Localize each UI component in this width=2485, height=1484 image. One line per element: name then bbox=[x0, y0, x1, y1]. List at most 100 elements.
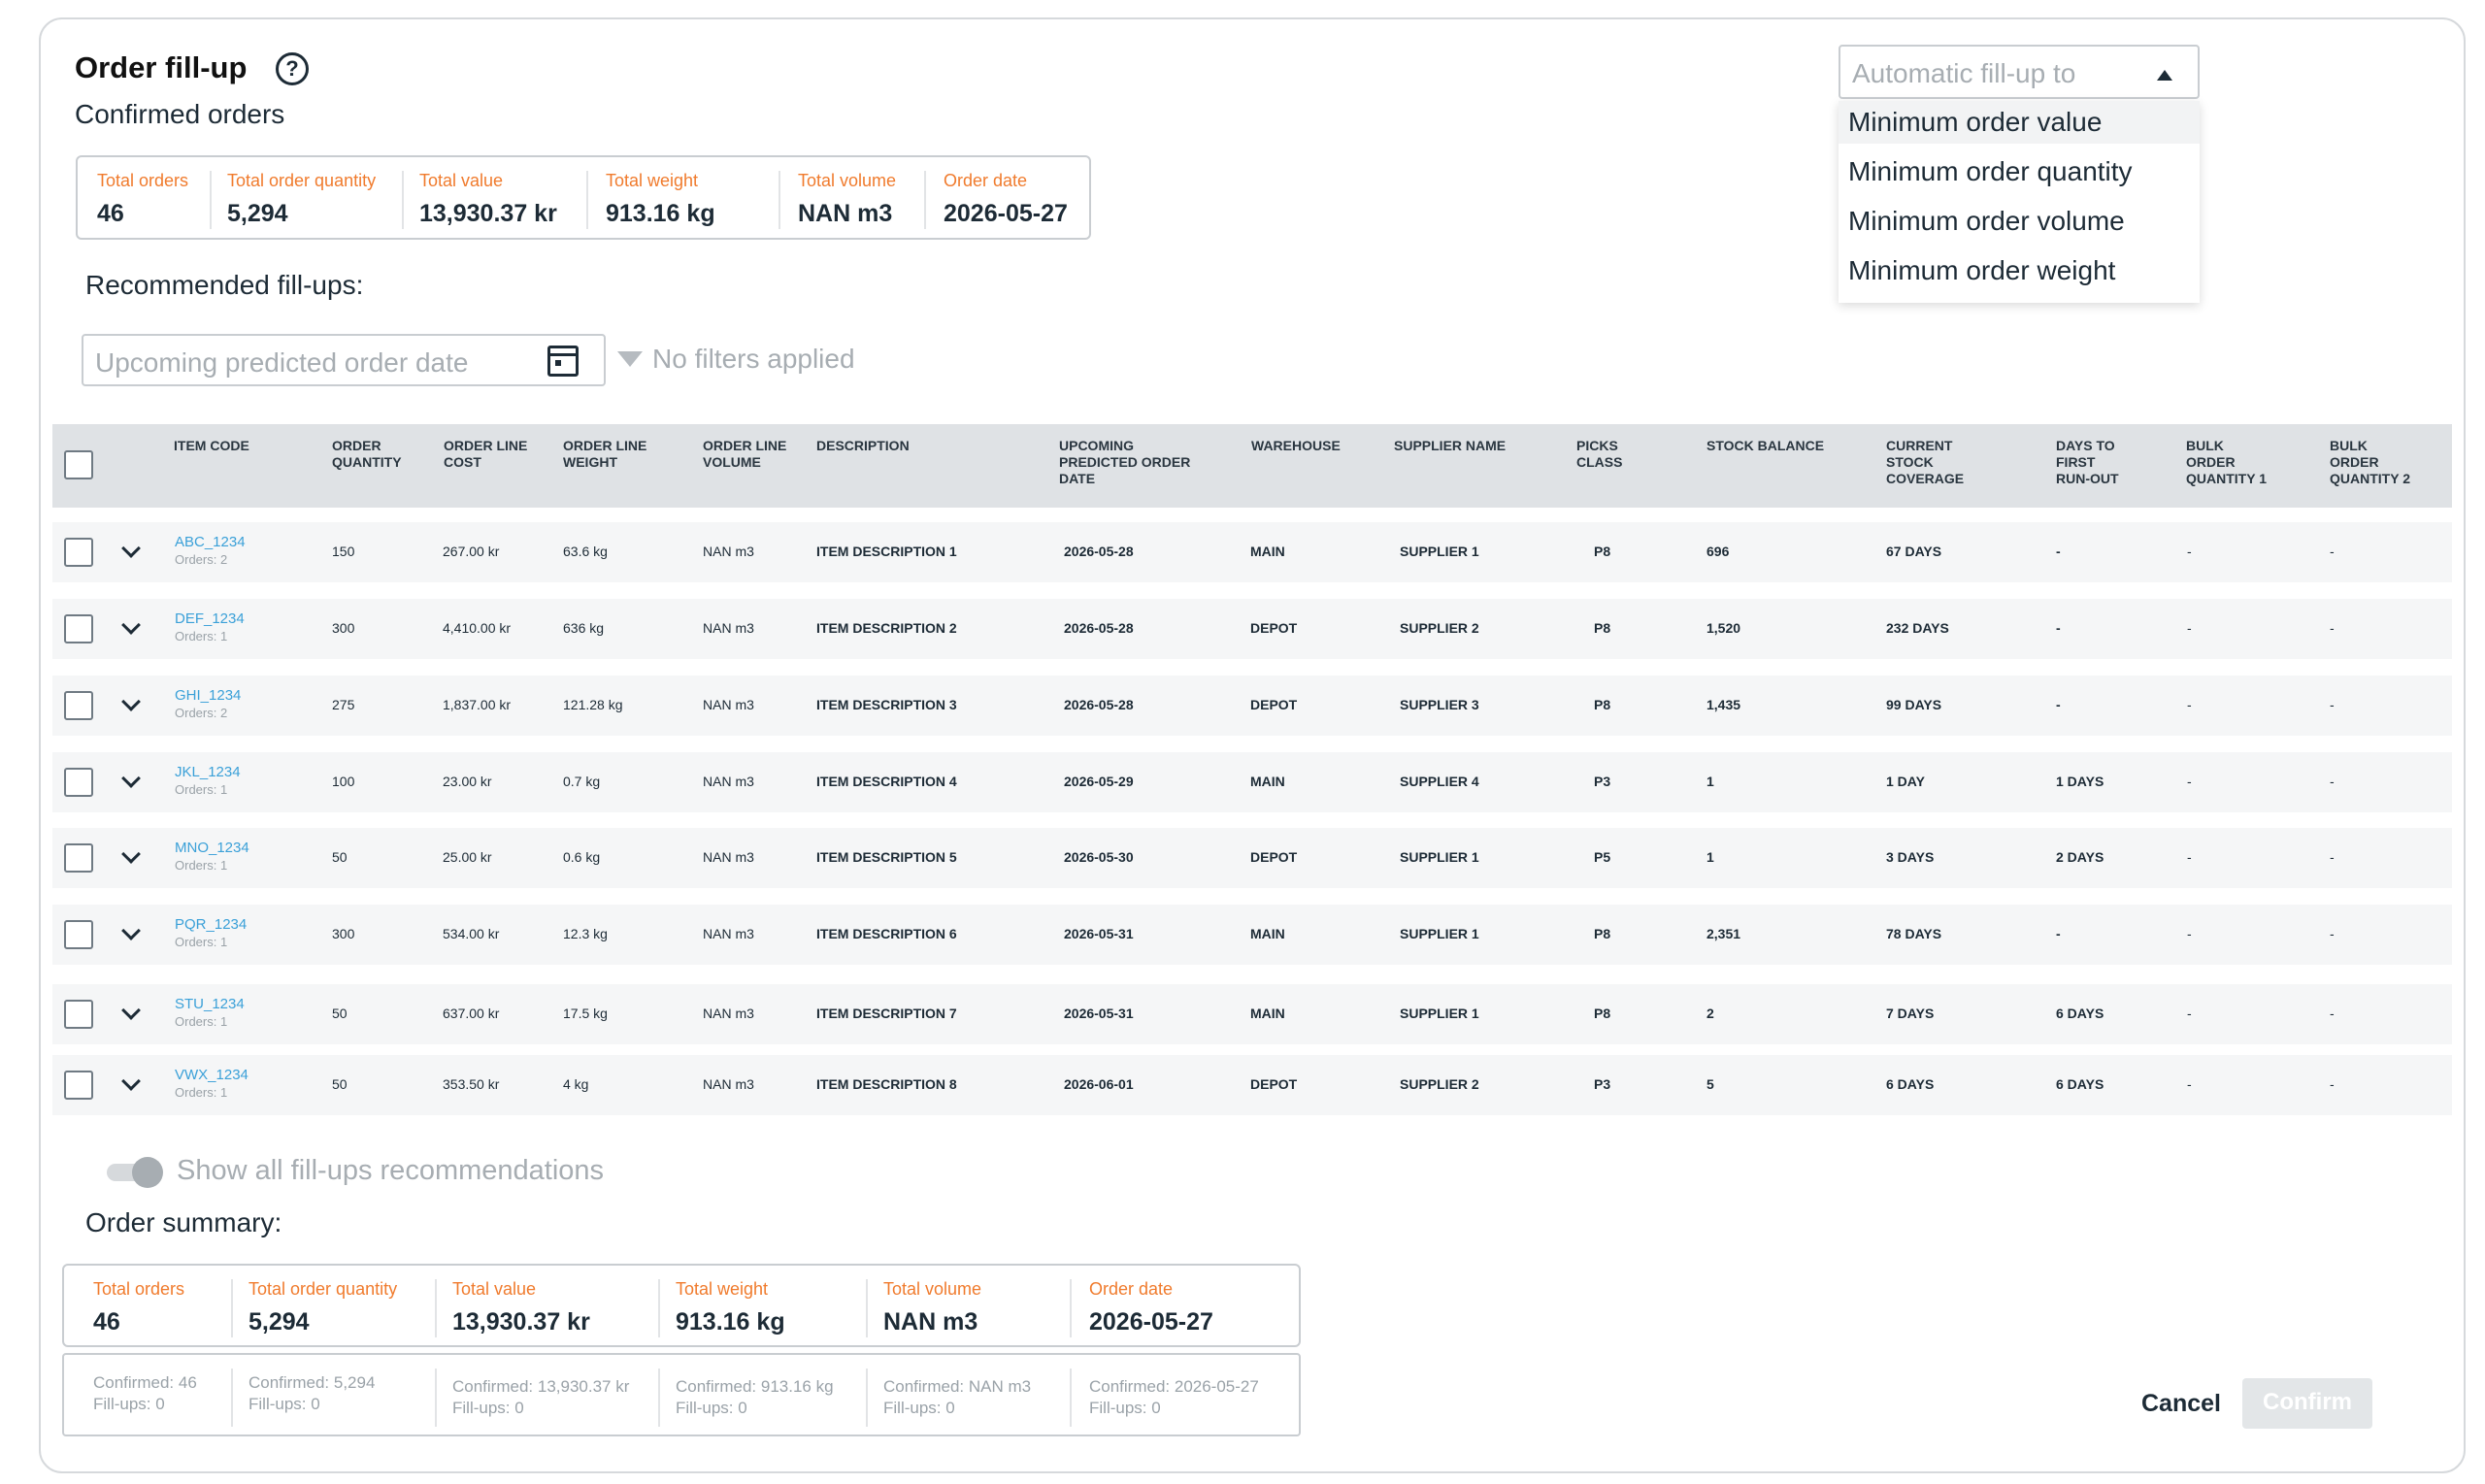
cell-date: 2026-05-31 bbox=[1064, 926, 1134, 941]
row-checkbox[interactable] bbox=[64, 538, 93, 567]
col-order-line-volume[interactable]: ORDER LINE VOLUME bbox=[703, 438, 787, 470]
cell-qty: 50 bbox=[332, 1076, 348, 1092]
cancel-button[interactable]: Cancel bbox=[2141, 1390, 2221, 1417]
cell-warehouse: MAIN bbox=[1250, 544, 1285, 559]
item-orders-count: Orders: 1 bbox=[175, 1014, 228, 1029]
cell-desc: ITEM DESCRIPTION 2 bbox=[816, 620, 957, 636]
cell-runout: 6 DAYS bbox=[2056, 1006, 2104, 1021]
row-checkbox[interactable] bbox=[64, 691, 93, 720]
confirmed-orders-heading: Confirmed orders bbox=[75, 99, 285, 129]
table-row[interactable]: MNO_1234 Orders: 1 50 25.00 kr 0.6 kg NAN m3 I… bbox=[52, 828, 2452, 888]
item-code-link[interactable]: MNO_1234 bbox=[175, 840, 249, 856]
cell-runout: - bbox=[2056, 697, 2061, 712]
row-checkbox[interactable] bbox=[64, 920, 93, 949]
item-code-link[interactable]: JKL_1234 bbox=[175, 764, 241, 780]
item-code-link[interactable]: VWX_1234 bbox=[175, 1067, 248, 1083]
cell-cost: 534.00 kr bbox=[443, 926, 500, 941]
col-upcoming-predicted-order-date[interactable]: UPCOMING PREDICTED ORDER DATE bbox=[1059, 438, 1191, 486]
table-header: ITEM CODE ORDER QUANTITY ORDER LINE COST… bbox=[52, 424, 2452, 508]
col-order-line-cost[interactable]: ORDER LINE COST bbox=[444, 438, 528, 470]
order-summary-heading: Order summary: bbox=[85, 1207, 282, 1237]
chevron-down-icon[interactable] bbox=[121, 769, 141, 788]
cell-volume: NAN m3 bbox=[703, 849, 754, 865]
cell-coverage: 232 DAYS bbox=[1886, 620, 1949, 636]
cell-volume: NAN m3 bbox=[703, 926, 754, 941]
table-row[interactable]: PQR_1234 Orders: 1 300 534.00 kr 12.3 kg NAN … bbox=[52, 905, 2452, 965]
table-row[interactable]: ABC_1234 Orders: 2 150 267.00 kr 63.6 kg NAN … bbox=[52, 522, 2452, 582]
col-days-to-first-run-out[interactable]: DAYS TO FIRST RUN-OUT bbox=[2056, 438, 2119, 486]
cell-cost: 267.00 kr bbox=[443, 544, 500, 559]
cell-picks: P8 bbox=[1594, 697, 1611, 712]
calendar-icon[interactable] bbox=[547, 346, 579, 377]
col-bulk-order-quantity-1[interactable]: BULK ORDER QUANTITY 1 bbox=[2186, 438, 2267, 486]
row-checkbox[interactable] bbox=[64, 843, 93, 873]
cell-bulk1: - bbox=[2187, 926, 2192, 941]
chevron-down-icon[interactable] bbox=[121, 615, 141, 635]
row-checkbox[interactable] bbox=[64, 1071, 93, 1100]
chevron-down-icon[interactable] bbox=[121, 844, 141, 864]
cell-date: 2026-05-30 bbox=[1064, 849, 1134, 865]
cell-qty: 300 bbox=[332, 620, 355, 636]
caret-up-icon bbox=[2157, 70, 2172, 81]
row-checkbox[interactable] bbox=[64, 614, 93, 643]
col-warehouse[interactable]: WAREHOUSE bbox=[1251, 438, 1341, 453]
col-stock-balance[interactable]: STOCK BALANCE bbox=[1706, 438, 1825, 453]
option-minimum-order-volume[interactable]: Minimum order volume bbox=[1848, 206, 2125, 236]
cell-date: 2026-05-28 bbox=[1064, 544, 1134, 559]
cell-cost: 4,410.00 kr bbox=[443, 620, 512, 636]
item-code-link[interactable]: GHI_1234 bbox=[175, 687, 242, 704]
confirm-button[interactable]: Confirm bbox=[2242, 1378, 2372, 1429]
summary-stats-box: Total orders 46 Total order quantity 5,294… bbox=[62, 1264, 1301, 1347]
col-supplier-name[interactable]: SUPPLIER NAME bbox=[1394, 438, 1507, 453]
predicted-order-date-input[interactable]: Upcoming predicted order date bbox=[82, 334, 606, 386]
row-checkbox[interactable] bbox=[64, 768, 93, 797]
table-row[interactable]: DEF_1234 Orders: 1 300 4,410.00 kr 636 kg NAN… bbox=[52, 599, 2452, 659]
chevron-down-icon[interactable] bbox=[121, 539, 141, 558]
item-orders-count: Orders: 1 bbox=[175, 858, 228, 873]
cell-weight: 636 kg bbox=[563, 620, 605, 636]
cell-bulk2: - bbox=[2330, 544, 2335, 559]
cell-qty: 50 bbox=[332, 1006, 348, 1021]
select-all-checkbox[interactable] bbox=[64, 450, 93, 479]
cell-bulk1: - bbox=[2187, 697, 2192, 712]
cell-qty: 50 bbox=[332, 849, 348, 865]
col-item-code[interactable]: ITEM CODE bbox=[174, 438, 249, 453]
option-minimum-order-weight[interactable]: Minimum order weight bbox=[1848, 255, 2116, 285]
cell-qty: 100 bbox=[332, 774, 355, 789]
col-bulk-order-quantity-2[interactable]: BULK ORDER QUANTITY 2 bbox=[2330, 438, 2410, 486]
cell-stock: 2 bbox=[1706, 1006, 1714, 1021]
item-code-link[interactable]: PQR_1234 bbox=[175, 916, 248, 933]
chevron-down-icon[interactable] bbox=[121, 1072, 141, 1091]
chevron-down-icon[interactable] bbox=[121, 1001, 141, 1020]
cell-warehouse: MAIN bbox=[1250, 1006, 1285, 1021]
question-circle-icon[interactable]: ? bbox=[276, 52, 309, 85]
table-row[interactable]: VWX_1234 Orders: 1 50 353.50 kr 4 kg NAN m3 IT… bbox=[52, 1055, 2452, 1115]
col-order-line-weight[interactable]: ORDER LINE WEIGHT bbox=[563, 438, 647, 470]
cell-supplier: SUPPLIER 1 bbox=[1400, 849, 1479, 865]
chevron-down-icon[interactable] bbox=[121, 692, 141, 711]
autofill-options-menu: Minimum order value Minimum order quanti… bbox=[1839, 101, 2200, 303]
option-minimum-order-value[interactable]: Minimum order value bbox=[1848, 107, 2103, 137]
filter-status[interactable]: No filters applied bbox=[617, 344, 855, 375]
item-code-link[interactable]: ABC_1234 bbox=[175, 534, 246, 550]
option-minimum-order-quantity[interactable]: Minimum order quantity bbox=[1848, 156, 2133, 186]
cell-desc: ITEM DESCRIPTION 8 bbox=[816, 1076, 957, 1092]
row-checkbox[interactable] bbox=[64, 1000, 93, 1029]
cell-bulk2: - bbox=[2330, 926, 2335, 941]
item-code-link[interactable]: DEF_1234 bbox=[175, 610, 245, 627]
table-row[interactable]: JKL_1234 Orders: 1 100 23.00 kr 0.7 kg NAN m3… bbox=[52, 752, 2452, 812]
item-code-link[interactable]: STU_1234 bbox=[175, 996, 245, 1012]
table-row[interactable]: GHI_1234 Orders: 2 275 1,837.00 kr 121.28 kg… bbox=[52, 676, 2452, 736]
col-order-quantity[interactable]: ORDER QUANTITY bbox=[332, 438, 402, 470]
col-current-stock-coverage[interactable]: CURRENT STOCK COVERAGE bbox=[1886, 438, 1965, 486]
col-picks-class[interactable]: PICKS CLASS bbox=[1576, 438, 1623, 470]
cell-date: 2026-05-31 bbox=[1064, 1006, 1134, 1021]
automatic-fillup-select[interactable]: Automatic fill-up to bbox=[1839, 45, 2200, 99]
cell-warehouse: DEPOT bbox=[1250, 620, 1298, 636]
cell-coverage: 1 DAY bbox=[1886, 774, 1925, 789]
chevron-down-icon[interactable] bbox=[121, 921, 141, 940]
show-all-fillups-toggle[interactable] bbox=[107, 1157, 163, 1188]
cell-desc: ITEM DESCRIPTION 1 bbox=[816, 544, 957, 559]
col-description[interactable]: DESCRIPTION bbox=[816, 438, 910, 453]
table-row[interactable]: STU_1234 Orders: 1 50 637.00 kr 17.5 kg NAN m… bbox=[52, 984, 2452, 1044]
